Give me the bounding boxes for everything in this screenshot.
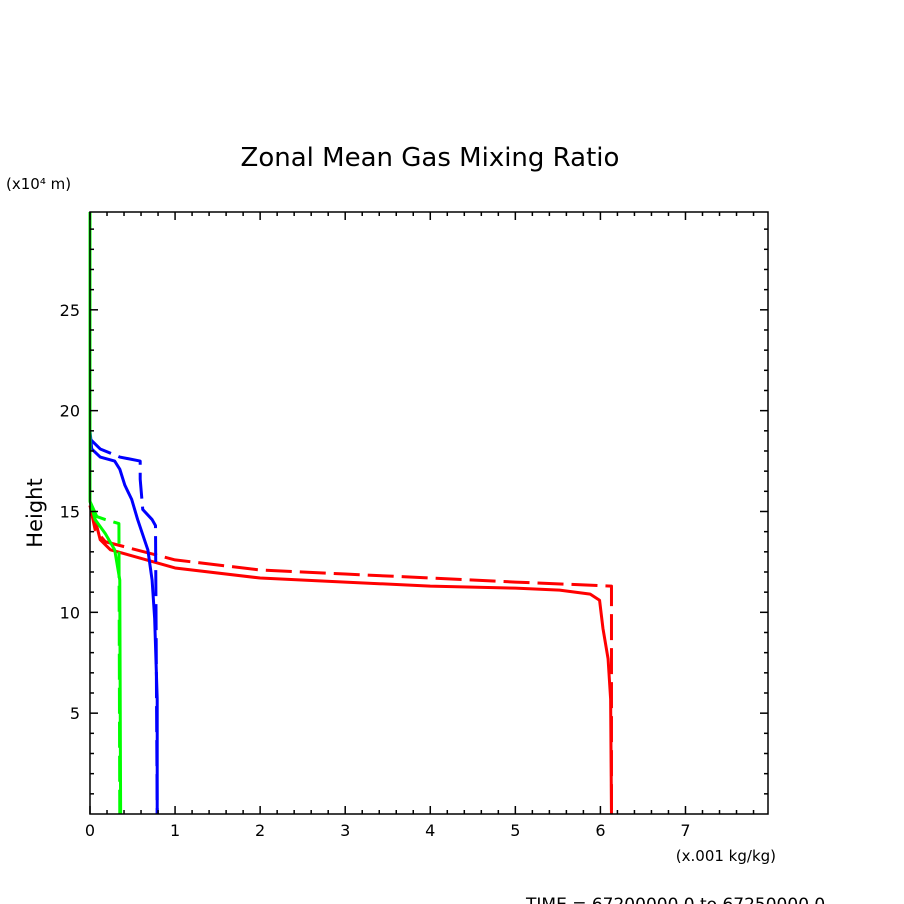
x-units-label: (x.001 kg/kg) (676, 847, 776, 865)
y-tick-label: 20 (60, 402, 80, 421)
y-tick-label: 10 (60, 603, 80, 622)
x-tick-label: 6 (595, 821, 605, 840)
series-line-red-solid (88, 504, 613, 815)
chart-title: Zonal Mean Gas Mixing Ratio (241, 143, 620, 173)
y-tick-label: 25 (60, 301, 80, 320)
x-tick-label: 7 (680, 821, 690, 840)
time-footer: TIME = 67200000.0 to 67250000.0 (525, 895, 825, 904)
y-tick-label: 15 (60, 502, 80, 521)
y-units-label: (x10⁴ m) (6, 175, 71, 193)
x-tick-label: 3 (340, 821, 350, 840)
x-tick-label: 0 (85, 821, 95, 840)
plot-frame (89, 211, 769, 815)
x-tick-label: 2 (255, 821, 265, 840)
series-line-blue-dashed (88, 437, 159, 815)
x-tick-label: 4 (425, 821, 435, 840)
x-tick-label: 1 (170, 821, 180, 840)
y-tick-label: 5 (70, 704, 80, 723)
series-line-red-dashed (88, 505, 613, 814)
y-axis-label: Height (23, 478, 47, 547)
series-line-blue-solid (88, 430, 159, 814)
x-tick-label: 5 (510, 821, 520, 840)
